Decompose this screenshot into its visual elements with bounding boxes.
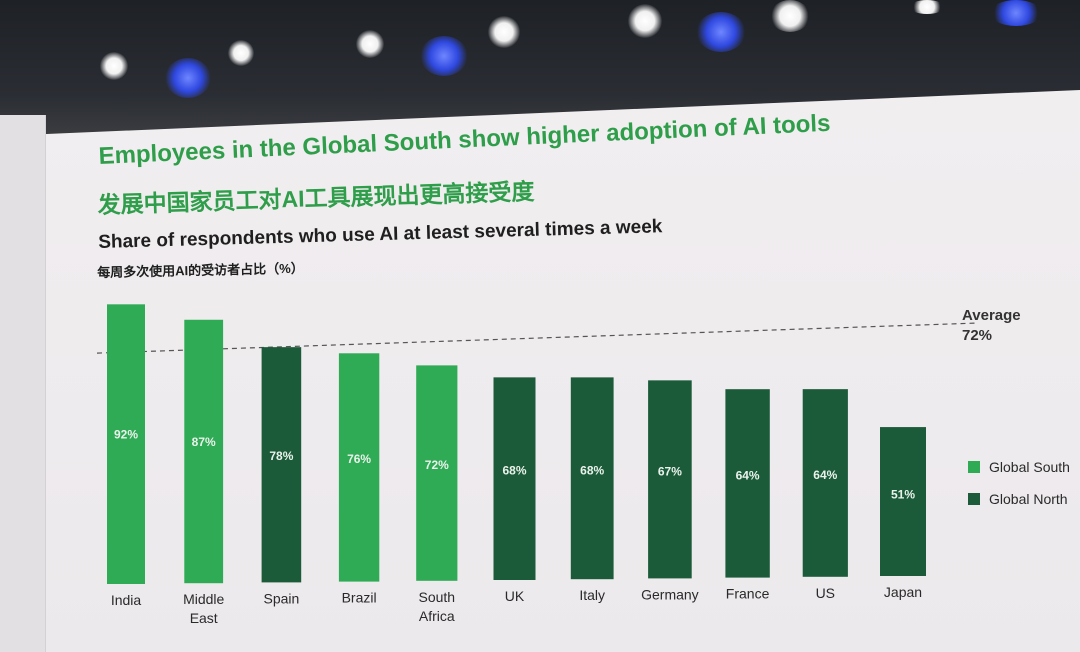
category-label: Germany: [641, 586, 699, 602]
stage-light-icon: [990, 0, 1042, 26]
category-label-line: Germany: [641, 586, 699, 602]
bar-value-label: 64%: [813, 468, 837, 482]
legend-swatch: [968, 493, 980, 505]
stage-ceiling: [0, 0, 1080, 135]
stage-light-icon: [165, 58, 211, 98]
category-label-line: Middle: [183, 591, 224, 607]
stage-light-icon: [356, 30, 384, 58]
bar: [107, 304, 145, 584]
stage-light-icon: [488, 16, 520, 48]
bar-value-label: 67%: [658, 464, 682, 478]
category-label: Italy: [579, 587, 605, 603]
slide-edge: [0, 115, 46, 652]
bar: [184, 319, 224, 584]
bar: [493, 377, 536, 580]
category-label-line: Brazil: [342, 590, 377, 606]
bar-value-label: 78%: [269, 449, 293, 463]
legend-label: Global North: [989, 491, 1068, 507]
bar-value-label: 51%: [891, 488, 915, 502]
stage-light-icon: [100, 52, 128, 80]
bar: [261, 347, 302, 583]
category-label-line: East: [190, 610, 218, 626]
bar: [570, 377, 614, 580]
category-label-line: South: [419, 589, 456, 605]
bar-value-label: 92%: [114, 428, 138, 442]
category-label: US: [816, 585, 835, 601]
stage-light-icon: [628, 4, 662, 38]
bar: [880, 427, 926, 576]
stage-light-icon: [910, 0, 944, 14]
category-label-line: Africa: [419, 608, 455, 624]
bar-value-label: 64%: [736, 469, 760, 483]
category-label-line: UK: [505, 588, 525, 604]
bar: [802, 389, 848, 577]
legend-swatch: [968, 461, 980, 473]
category-label: India: [111, 592, 142, 608]
bar-value-label: 68%: [502, 464, 526, 478]
category-label: UK: [505, 588, 525, 604]
category-label: Japan: [884, 584, 922, 600]
bar: [338, 353, 380, 582]
category-label-line: Japan: [884, 584, 922, 600]
bar-value-label: 76%: [347, 452, 371, 466]
bar: [725, 389, 770, 578]
category-label-line: Spain: [263, 590, 299, 606]
category-label: South Africa: [419, 589, 456, 624]
bar: [648, 380, 692, 579]
category-label: Spain: [263, 590, 299, 606]
category-label-line: India: [111, 592, 142, 608]
category-label-line: France: [726, 586, 770, 602]
stage-light-icon: [420, 36, 468, 76]
category-label-line: Italy: [579, 587, 605, 603]
stage-light-icon: [770, 0, 810, 32]
bar-value-label: 87%: [192, 435, 216, 449]
bar-value-label: 72%: [425, 458, 449, 472]
bar: [416, 365, 458, 581]
average-line: [96, 322, 976, 354]
legend-label: Global South: [989, 459, 1070, 475]
average-label: Average 72%: [962, 307, 1021, 344]
category-label-line: US: [816, 585, 835, 601]
stage-light-icon: [696, 12, 746, 52]
bar-value-label: 68%: [580, 463, 604, 477]
category-label: Brazil: [342, 590, 377, 606]
category-label: Middle East: [183, 591, 224, 626]
stage-light-icon: [228, 40, 254, 66]
average-label-line: Average: [962, 307, 1021, 324]
category-label: France: [726, 586, 770, 602]
average-label-line: 72%: [962, 327, 992, 344]
